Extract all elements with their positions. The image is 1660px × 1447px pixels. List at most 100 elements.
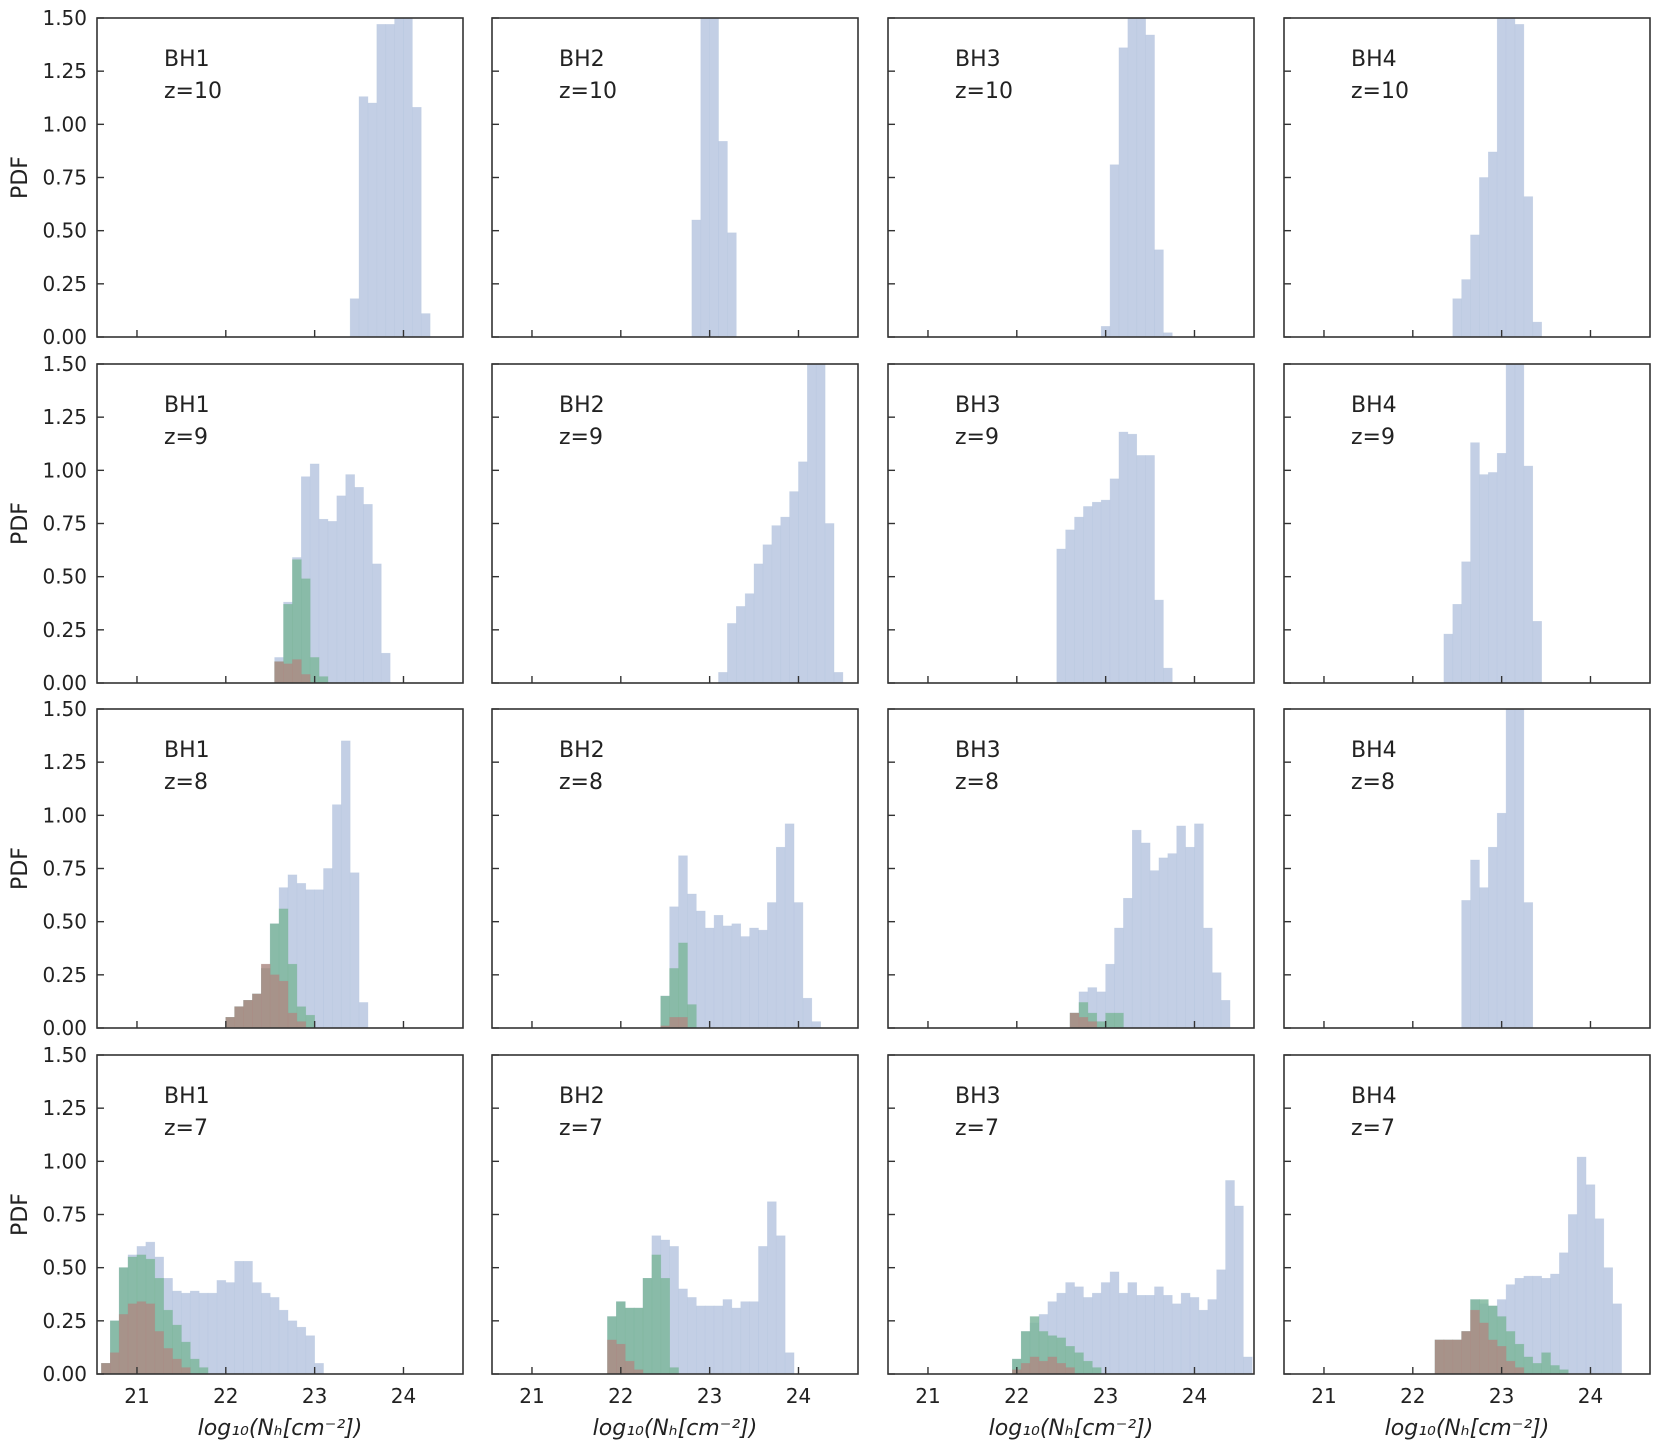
x-axis-title: log₁₀(Nₕ[cm⁻²]) bbox=[1385, 1416, 1550, 1441]
y-tick-label: 0.75 bbox=[42, 1203, 87, 1227]
bar-brown bbox=[283, 663, 293, 683]
bar-blue bbox=[278, 1309, 289, 1374]
bar-brown bbox=[118, 1314, 129, 1374]
bar-blue bbox=[1189, 1297, 1200, 1374]
bar-blue bbox=[722, 925, 733, 1028]
bar-brown bbox=[278, 980, 289, 1028]
bar-green bbox=[669, 1367, 679, 1374]
bar-brown bbox=[1479, 1322, 1489, 1374]
bar-green bbox=[1541, 1352, 1551, 1374]
histogram-panel-bh1-z8: 0.00 0.25 0.50 0.75 1.00 1.25 1.50 BH1 z=8 PDF bbox=[8, 697, 464, 1040]
panel-z-label: z=7 bbox=[1351, 1116, 1395, 1141]
bars-group bbox=[1069, 823, 1231, 1028]
panel-bh-label: BH2 bbox=[559, 393, 605, 418]
bar-brown bbox=[1029, 1356, 1040, 1374]
bars-group bbox=[660, 823, 821, 1028]
bar-blue bbox=[305, 889, 315, 1028]
y-tick-label: 0.50 bbox=[42, 910, 87, 934]
bar-blue bbox=[1109, 478, 1120, 683]
histogram-panel-bh1-z10: 0.00 0.25 0.50 0.75 1.00 1.25 1.50 BH1 z=10 PDF bbox=[8, 6, 464, 349]
bar-blue bbox=[340, 740, 351, 1028]
bars-group bbox=[349, 18, 431, 337]
panel-bh-label: BH3 bbox=[955, 47, 1001, 72]
bar-brown bbox=[1452, 1339, 1462, 1374]
bar-green bbox=[1559, 1369, 1569, 1374]
bar-green bbox=[1550, 1365, 1560, 1374]
bar-blue bbox=[1065, 529, 1075, 683]
bar-brown bbox=[110, 1352, 120, 1374]
bar-blue bbox=[1532, 1275, 1542, 1374]
bar-blue bbox=[349, 298, 360, 337]
x-tick-label: 21 bbox=[519, 1384, 544, 1408]
bar-blue bbox=[802, 997, 813, 1028]
bars-group bbox=[1443, 364, 1542, 683]
bar-blue bbox=[1216, 1269, 1226, 1374]
bar-blue bbox=[1092, 501, 1102, 683]
bar-blue bbox=[718, 141, 728, 337]
bar-blue bbox=[1514, 24, 1525, 337]
y-tick-label: 0.00 bbox=[42, 1016, 87, 1040]
bar-brown bbox=[1505, 1360, 1516, 1374]
x-tick-label: 21 bbox=[915, 1384, 940, 1408]
bar-green bbox=[189, 1358, 200, 1374]
bar-blue bbox=[1140, 842, 1151, 1028]
bar-blue bbox=[749, 927, 759, 1028]
bar-blue bbox=[1203, 927, 1213, 1028]
bar-blue bbox=[758, 929, 768, 1028]
bar-blue bbox=[824, 523, 835, 683]
panel-z-label: z=10 bbox=[955, 79, 1013, 104]
bar-blue bbox=[345, 474, 355, 683]
bar-blue bbox=[718, 672, 728, 683]
bar-blue bbox=[252, 1282, 262, 1374]
bar-green bbox=[660, 1278, 670, 1374]
panel-bh-label: BH1 bbox=[164, 1084, 210, 1109]
y-tick-label: 1.50 bbox=[42, 1043, 87, 1067]
bar-brown bbox=[292, 659, 302, 683]
bar-blue bbox=[740, 936, 750, 1028]
bar-blue bbox=[807, 364, 817, 683]
y-tick-label: 1.00 bbox=[42, 458, 87, 482]
bar-blue bbox=[354, 487, 364, 683]
y-tick-label: 0.75 bbox=[42, 857, 87, 881]
bars-group bbox=[1056, 431, 1173, 683]
bar-blue bbox=[789, 491, 799, 683]
panel-bh-label: BH1 bbox=[164, 47, 210, 72]
y-tick-label: 1.50 bbox=[42, 6, 87, 30]
bar-blue bbox=[1194, 823, 1204, 1028]
bar-brown bbox=[145, 1303, 156, 1374]
bar-blue bbox=[1136, 455, 1146, 683]
bar-blue bbox=[731, 923, 742, 1028]
bar-blue bbox=[775, 1235, 786, 1374]
panel-bh-label: BH4 bbox=[1351, 393, 1397, 418]
bar-brown bbox=[274, 661, 284, 683]
bar-blue bbox=[1056, 548, 1066, 683]
bar-brown bbox=[1056, 1363, 1066, 1374]
bar-blue bbox=[1594, 1218, 1605, 1374]
x-tick-label: 21 bbox=[1311, 1384, 1336, 1408]
bar-blue bbox=[678, 1288, 688, 1374]
bar-blue bbox=[713, 914, 724, 1028]
panel-z-label: z=9 bbox=[955, 425, 999, 450]
bar-blue bbox=[1505, 18, 1516, 337]
bar-blue bbox=[1171, 1303, 1182, 1374]
bar-blue bbox=[1176, 825, 1186, 1028]
panel-frame bbox=[887, 17, 1255, 338]
bar-blue bbox=[1211, 972, 1222, 1028]
bar-blue bbox=[1118, 47, 1129, 337]
panel-bh-label: BH2 bbox=[559, 1084, 605, 1109]
bars-group bbox=[1452, 18, 1542, 337]
bar-blue bbox=[234, 1260, 244, 1374]
bar-blue bbox=[412, 107, 422, 337]
y-axis-title: PDF bbox=[8, 847, 33, 890]
y-axis-title: PDF bbox=[8, 502, 33, 545]
x-tick-label: 22 bbox=[1004, 1384, 1029, 1408]
bar-blue bbox=[1496, 18, 1507, 337]
bar-brown bbox=[1470, 1309, 1480, 1374]
bar-brown bbox=[1488, 1339, 1498, 1374]
bar-blue bbox=[225, 1282, 235, 1374]
bar-blue bbox=[696, 1305, 706, 1374]
bar-green bbox=[1092, 1367, 1102, 1374]
y-tick-label: 1.00 bbox=[42, 112, 87, 136]
